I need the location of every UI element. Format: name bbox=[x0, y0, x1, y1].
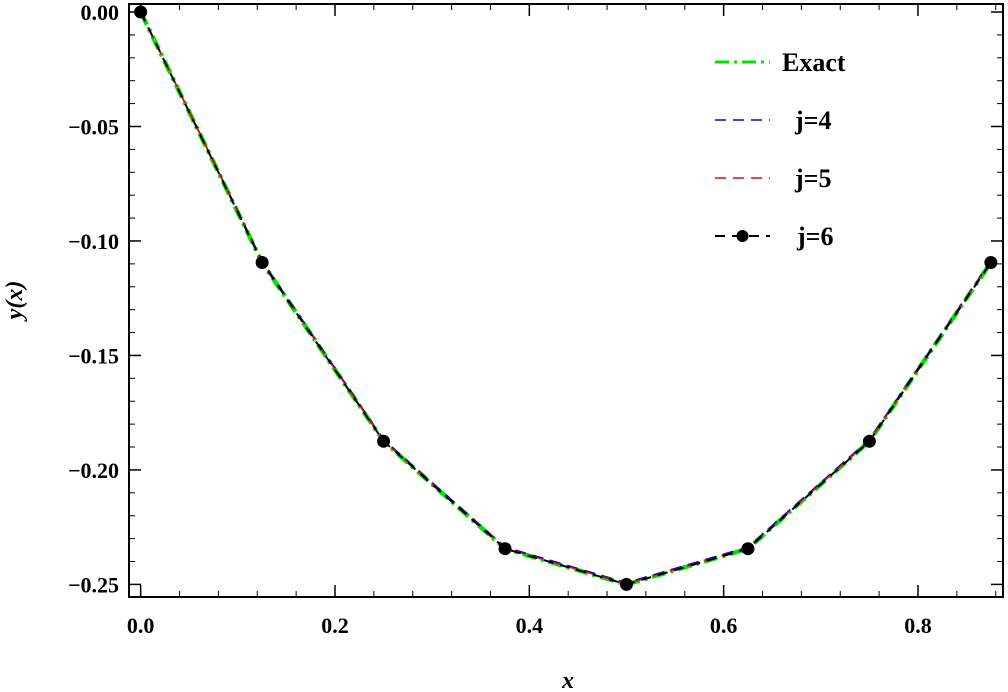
series-point bbox=[984, 255, 998, 269]
x-tick-label: 0.2 bbox=[321, 613, 349, 638]
x-axis-ticks: 0.0 0.2 0.4 0.6 0.8 bbox=[127, 4, 997, 638]
legend-label-1: j=4 bbox=[794, 106, 831, 135]
legend-label-3: j=6 bbox=[796, 222, 833, 251]
y-axis-title: y(x) bbox=[2, 281, 28, 323]
x-tick-label: 0.0 bbox=[127, 613, 155, 638]
series-point bbox=[498, 542, 512, 556]
legend-label-2: j=5 bbox=[794, 164, 831, 193]
y-tick-label: −0.25 bbox=[68, 572, 119, 597]
series-line-0 bbox=[138, 11, 993, 587]
y-tick-label: 0.00 bbox=[81, 0, 120, 25]
series-point bbox=[862, 434, 876, 448]
series-line-2 bbox=[139, 11, 992, 585]
y-axis-ticks: 0.00 −0.05 −0.10 −0.15 −0.20 −0.25 bbox=[68, 0, 1003, 597]
series-line-1 bbox=[139, 11, 992, 584]
series-point bbox=[377, 434, 391, 448]
plot-frame bbox=[128, 3, 1004, 598]
series-point bbox=[619, 577, 633, 591]
x-tick-label: 0.6 bbox=[710, 613, 738, 638]
series-point bbox=[741, 542, 755, 556]
y-tick-label: −0.20 bbox=[68, 458, 119, 483]
series-point bbox=[255, 255, 269, 269]
x-axis-title: x bbox=[561, 668, 574, 692]
x-tick-label: 0.4 bbox=[516, 613, 544, 638]
legend-label-0: Exact bbox=[782, 48, 846, 77]
x-tick-label: 0.8 bbox=[904, 613, 932, 638]
series-line-3 bbox=[139, 11, 992, 586]
legend-marker bbox=[736, 230, 749, 242]
y-tick-label: −0.15 bbox=[68, 343, 119, 368]
legend: Exact j=4 j=5 j=6 bbox=[715, 48, 846, 251]
plot-series bbox=[134, 5, 998, 591]
y-tick-label: −0.05 bbox=[68, 114, 119, 139]
y-tick-label: −0.10 bbox=[68, 229, 119, 254]
